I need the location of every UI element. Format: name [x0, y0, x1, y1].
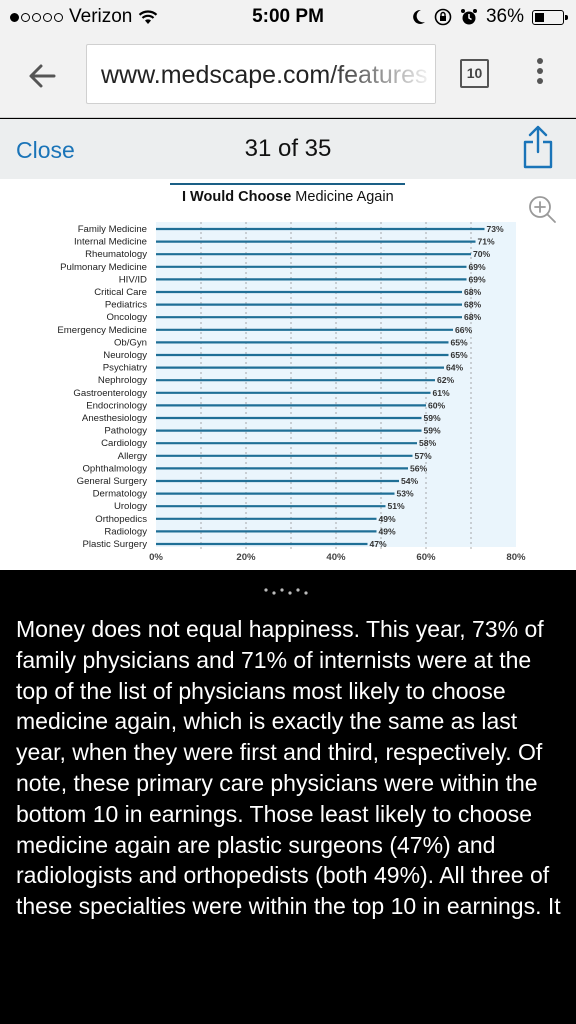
overflow-menu-icon[interactable]: [534, 58, 546, 92]
tabs-icon[interactable]: 10: [460, 59, 489, 88]
x-tick-label: 60%: [416, 552, 436, 563]
category-label: Psychiatry: [103, 363, 147, 374]
value-label: 65%: [451, 337, 469, 347]
wifi-icon: [139, 10, 158, 24]
value-label: 64%: [446, 363, 464, 373]
rotation-lock-icon: [434, 8, 452, 26]
value-label: 71%: [478, 237, 496, 247]
value-label: 53%: [397, 489, 415, 499]
battery-icon: [532, 9, 568, 25]
value-label: 54%: [401, 476, 419, 486]
category-label: Urology: [114, 501, 147, 512]
bar-chart: I Would Choose Medicine Again Family Med…: [57, 183, 556, 563]
category-label: Radiology: [104, 526, 147, 537]
category-label: Anesthesiology: [82, 413, 147, 424]
slideshow-header: Close 31 of 35: [0, 119, 576, 179]
category-label: Nephrology: [98, 375, 147, 386]
value-label: 68%: [464, 287, 482, 297]
category-label: Pediatrics: [105, 300, 147, 311]
category-label: Oncology: [106, 312, 147, 323]
carrier-info: Verizon: [10, 6, 158, 28]
value-label: 70%: [473, 249, 491, 259]
moon-icon: [413, 9, 425, 24]
value-label: 68%: [464, 312, 482, 322]
category-label: Endocrinology: [86, 400, 147, 411]
value-label: 60%: [428, 400, 446, 410]
chart-title-bold: I Would Choose: [182, 189, 291, 205]
carrier-name: Verizon: [69, 6, 133, 27]
url-fade: [325, 45, 435, 103]
category-label: Pulmonary Medicine: [60, 262, 147, 273]
category-label: Plastic Surgery: [82, 539, 147, 550]
category-label: HIV/ID: [119, 274, 147, 285]
value-label: 69%: [469, 262, 487, 272]
chart-title-rest: Medicine Again: [291, 189, 393, 205]
slide-counter: 31 of 35: [244, 135, 332, 162]
caption-text: Money does not equal happiness. This yea…: [16, 616, 561, 920]
alarm-icon: [460, 9, 477, 25]
address-bar[interactable]: www.medscape.com/features: [86, 44, 436, 104]
category-label: Internal Medicine: [74, 237, 147, 248]
status-bar: Verizon 5:00 PM 36%: [0, 0, 576, 34]
category-label: Family Medicine: [78, 224, 147, 235]
battery-percent: 36%: [485, 6, 524, 27]
category-label: Ob/Gyn: [114, 337, 147, 348]
value-label: 49%: [379, 514, 397, 524]
category-label: Dermatology: [93, 489, 148, 500]
value-label: 57%: [415, 451, 433, 461]
category-label: Pathology: [104, 426, 147, 437]
back-arrow-icon[interactable]: [22, 56, 62, 96]
x-tick-label: 80%: [506, 552, 526, 563]
value-label: 65%: [451, 350, 469, 360]
value-label: 73%: [487, 224, 505, 234]
slide-image[interactable]: I Would Choose Medicine Again Family Med…: [0, 179, 576, 570]
value-label: 49%: [379, 526, 397, 536]
value-label: 62%: [437, 375, 455, 385]
category-label: Cardiology: [101, 438, 147, 449]
chart-title: I Would Choose Medicine Again: [182, 189, 394, 205]
drag-handle-icon[interactable]: [262, 587, 310, 597]
value-label: 66%: [455, 325, 473, 335]
category-label: Emergency Medicine: [57, 325, 147, 336]
clock: 5:00 PM: [252, 6, 324, 27]
category-label: Critical Care: [94, 287, 147, 298]
close-button[interactable]: Close: [16, 137, 75, 163]
value-label: 68%: [464, 300, 482, 310]
category-label: Neurology: [103, 350, 147, 361]
category-label: Allergy: [118, 451, 148, 462]
value-label: 56%: [410, 463, 428, 473]
x-tick-label: 40%: [326, 552, 346, 563]
category-label: Rheumatology: [85, 249, 147, 260]
value-label: 58%: [419, 438, 437, 448]
zoom-in-icon[interactable]: [529, 196, 556, 223]
share-icon[interactable]: [520, 124, 556, 170]
status-icons: 36%: [412, 6, 568, 28]
category-label: Gastroenterology: [73, 388, 147, 399]
value-label: 61%: [433, 388, 451, 398]
value-label: 69%: [469, 274, 487, 284]
x-tick-label: 0%: [149, 552, 163, 563]
caption-panel[interactable]: Money does not equal happiness. This yea…: [0, 570, 576, 1024]
signal-strength-icon: [10, 12, 63, 22]
value-label: 51%: [388, 501, 406, 511]
category-label: Orthopedics: [95, 514, 147, 525]
x-axis-ticks: 0% 20% 40% 60% 80%: [149, 552, 526, 563]
bars: Family Medicine 73% Internal Medicine 71% Rh…: [57, 224, 504, 550]
value-label: 59%: [424, 413, 442, 423]
category-label: Ophthalmology: [82, 463, 147, 474]
category-label: General Surgery: [77, 476, 148, 487]
value-label: 47%: [370, 539, 388, 549]
x-tick-label: 20%: [236, 552, 256, 563]
value-label: 59%: [424, 426, 442, 436]
browser-toolbar: www.medscape.com/features 10: [0, 34, 576, 118]
